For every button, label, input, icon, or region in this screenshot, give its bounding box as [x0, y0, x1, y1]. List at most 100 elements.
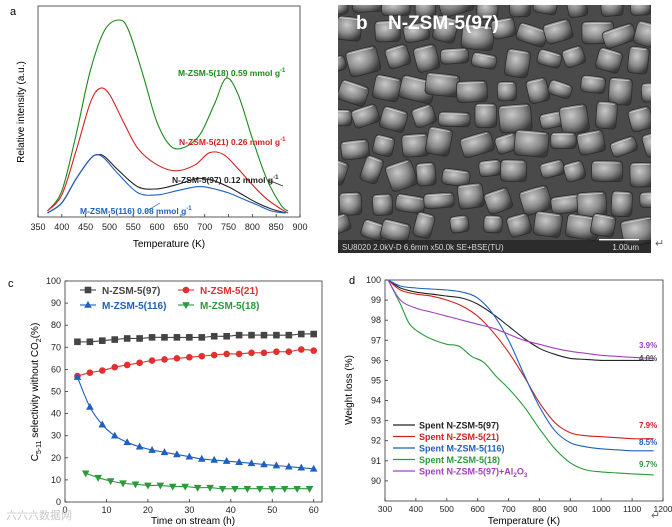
crystal-particle: [595, 47, 623, 74]
panel-a-chart: a 350 400 450 500 550 600 650 700 750 800 850 900 T…: [10, 5, 308, 250]
data-point: [111, 336, 119, 343]
data-point: [135, 442, 144, 450]
y-tick-label: 92: [371, 436, 381, 446]
legend-label: Spent M-ZSM-5(18): [419, 455, 500, 465]
data-point: [210, 332, 218, 340]
crystal-particle: [414, 5, 437, 19]
crystal-particle: [338, 5, 349, 15]
crystal-particle: [601, 22, 637, 49]
crystal-particle: [455, 80, 488, 103]
sem-image: b N-ZSM-5(97) SU8020 2.0kV-D 6.6mm x50.0…: [338, 5, 651, 253]
data-point: [297, 330, 305, 338]
data-point: [86, 402, 94, 410]
crystal-particle: [338, 79, 370, 107]
data-point: [310, 347, 318, 354]
x-tick-label: 600: [150, 222, 165, 232]
data-point: [273, 348, 280, 356]
crystal-particle: [483, 214, 503, 234]
data-point: [223, 332, 230, 340]
sem-crystals: [338, 5, 651, 248]
data-point: [111, 363, 119, 371]
data-point: [305, 485, 314, 493]
crystal-particle: [372, 74, 402, 103]
data-point: [81, 470, 90, 478]
panel-a-xlabel: Temperature (K): [133, 239, 205, 250]
data-point: [256, 485, 264, 493]
panel-a-series: [47, 19, 289, 214]
x-tick-label: 500: [440, 504, 454, 514]
data-point: [268, 485, 277, 493]
data-point: [156, 482, 165, 490]
peak-annotation: M-ZSM-5(116) 0.08 mmol g-1: [80, 206, 192, 216]
crystal-particle: [532, 5, 558, 16]
crystal-particle: [372, 134, 396, 158]
x-tick-label: 60: [309, 505, 319, 515]
y-tick-label: 91: [371, 456, 381, 466]
data-point: [74, 338, 81, 346]
crystal-particle: [550, 193, 586, 215]
crystal-particle: [338, 191, 363, 216]
data-point: [235, 458, 243, 466]
crystal-particle: [460, 23, 495, 52]
y-tick-label: 60: [51, 364, 61, 374]
x-tick-label: 30: [184, 505, 194, 515]
crystal-particle: [423, 191, 455, 210]
data-point: [173, 355, 181, 362]
series-line: [387, 279, 654, 359]
panel-a-annotations: M-ZSM-5(18) 0.59 mmol g-1 N-ZSM-5(21) 0.2…: [80, 68, 286, 216]
y-tick-label: 98: [371, 315, 381, 325]
crystal-particle: [435, 5, 474, 18]
panel-c-frame: [64, 280, 323, 503]
data-point: [136, 359, 143, 367]
crystal-particle: [607, 77, 633, 106]
data-point: [144, 482, 152, 490]
sem-info-text: SU8020 2.0kV-D 6.6mm x50.0k SE+BSE(TU): [342, 243, 504, 252]
crystal-particle: [640, 82, 651, 103]
crystal-particle: [412, 43, 441, 73]
crystal-particle: [338, 54, 347, 74]
legend-label: Spent M-ZSM-5(116): [419, 444, 505, 454]
data-point: [173, 450, 181, 458]
data-point: [168, 483, 177, 491]
peak-annotation: N-ZSM-5(21) 0.26 mmol g-1: [179, 137, 286, 147]
crystal-particle: [629, 5, 651, 16]
crystal-particle: [378, 106, 409, 133]
panel-d-legend: Spent N-ZSM-5(97)Spent N-ZSM-5(21) Spent …: [393, 421, 528, 480]
y-tick-label: 70: [51, 342, 61, 352]
crystal-particle: [513, 129, 550, 158]
data-point: [260, 349, 268, 357]
data-point: [148, 357, 156, 364]
x-tick-label: 400: [54, 222, 69, 232]
y-tick-label: 90: [51, 298, 61, 308]
peak-annotation: M-ZSM-5(18) 0.59 mmol g-1: [178, 68, 286, 78]
crystal-particle: [338, 15, 363, 42]
data-point: [285, 348, 293, 356]
crystal-particle: [476, 5, 499, 21]
crystal-particle: [402, 21, 431, 44]
panel-c-series: [73, 330, 318, 493]
crystal-particle: [536, 48, 563, 69]
y-tick-label: 100: [366, 275, 381, 285]
data-point: [235, 350, 243, 358]
crystal-particle: [498, 103, 533, 134]
data-point: [210, 351, 218, 359]
x-tick-label: 1200: [654, 504, 672, 514]
data-point: [280, 485, 289, 493]
x-tick-label: 700: [501, 504, 515, 514]
crystal-particle: [338, 156, 349, 186]
crystal-particle: [504, 48, 531, 79]
data-point: [198, 334, 206, 341]
series-line: [47, 87, 289, 214]
legend-label: N-ZSM-5(21): [200, 286, 258, 297]
legend-label: M-ZSM-5(18): [200, 301, 259, 312]
data-point: [260, 460, 268, 468]
data-point: [248, 331, 255, 339]
legend-label: Spent N-ZSM-5(97)+Al2O3: [419, 467, 528, 480]
x-tick-label: 20: [143, 505, 153, 515]
crystal-particle: [411, 103, 437, 129]
crystal-particle: [506, 212, 533, 238]
crystal-particle: [412, 211, 436, 239]
data-point: [285, 462, 293, 470]
data-point: [148, 445, 156, 453]
x-tick-label: 700: [197, 222, 212, 232]
